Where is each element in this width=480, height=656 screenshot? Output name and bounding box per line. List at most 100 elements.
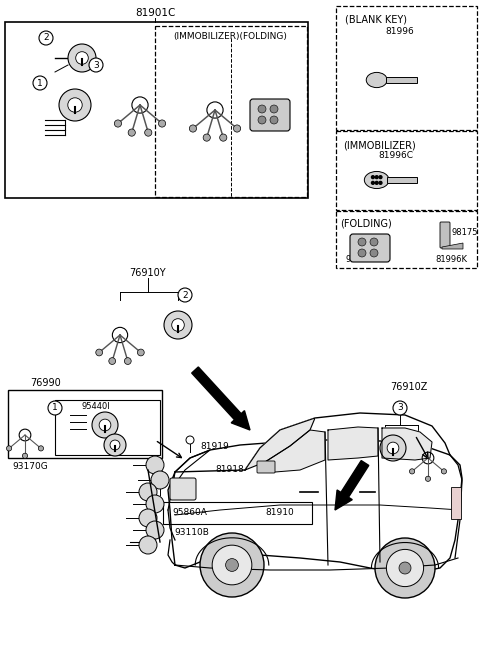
FancyBboxPatch shape <box>350 234 390 262</box>
Circle shape <box>233 125 240 132</box>
Polygon shape <box>245 418 315 470</box>
Text: 81996C: 81996C <box>379 151 413 160</box>
Circle shape <box>139 536 157 554</box>
Circle shape <box>6 446 12 451</box>
Text: 2: 2 <box>182 291 188 300</box>
Circle shape <box>109 358 116 365</box>
Circle shape <box>186 436 194 444</box>
Circle shape <box>158 120 166 127</box>
Text: 3: 3 <box>397 403 403 413</box>
Circle shape <box>114 120 121 127</box>
Circle shape <box>220 134 227 141</box>
Circle shape <box>380 435 406 461</box>
Polygon shape <box>328 427 378 460</box>
FancyBboxPatch shape <box>451 487 461 519</box>
Circle shape <box>104 434 126 456</box>
Circle shape <box>172 319 184 331</box>
Circle shape <box>128 129 135 136</box>
Circle shape <box>372 176 374 178</box>
Circle shape <box>386 550 424 586</box>
Text: (IMMOBILIZER): (IMMOBILIZER) <box>343 140 416 150</box>
Circle shape <box>178 288 192 302</box>
Bar <box>55 400 160 455</box>
Circle shape <box>96 349 103 356</box>
Polygon shape <box>387 177 417 183</box>
Polygon shape <box>192 367 250 430</box>
Circle shape <box>258 105 266 113</box>
Circle shape <box>146 495 164 513</box>
Text: 76910Y: 76910Y <box>130 268 166 278</box>
Text: 1: 1 <box>52 403 58 413</box>
Circle shape <box>139 509 157 527</box>
Circle shape <box>425 476 431 482</box>
Ellipse shape <box>364 171 389 188</box>
Text: 98175: 98175 <box>452 228 479 237</box>
FancyBboxPatch shape <box>170 478 196 500</box>
Circle shape <box>139 483 157 501</box>
Circle shape <box>379 176 382 178</box>
Circle shape <box>399 562 411 574</box>
Circle shape <box>48 401 62 415</box>
Bar <box>163 502 312 524</box>
Circle shape <box>441 469 446 474</box>
Bar <box>336 131 477 210</box>
Polygon shape <box>386 77 417 83</box>
Text: 95760: 95760 <box>345 255 372 264</box>
Circle shape <box>203 134 210 141</box>
Polygon shape <box>265 430 325 472</box>
Text: (BLANK KEY): (BLANK KEY) <box>345 15 407 25</box>
Circle shape <box>146 521 164 539</box>
Bar <box>336 211 477 268</box>
Circle shape <box>379 182 382 184</box>
Text: 81996: 81996 <box>385 27 414 36</box>
Circle shape <box>124 358 131 365</box>
Circle shape <box>92 412 118 438</box>
Text: 81910: 81910 <box>265 508 294 517</box>
Circle shape <box>68 98 82 112</box>
Bar <box>5 22 308 198</box>
Circle shape <box>39 31 53 45</box>
FancyBboxPatch shape <box>440 222 450 248</box>
Text: (FOLDING): (FOLDING) <box>340 219 392 229</box>
Bar <box>155 26 307 197</box>
Circle shape <box>358 238 366 246</box>
Circle shape <box>270 116 278 124</box>
Text: 76910Z: 76910Z <box>390 382 427 392</box>
Circle shape <box>76 52 88 64</box>
Circle shape <box>137 349 144 356</box>
Polygon shape <box>382 428 432 460</box>
Circle shape <box>110 440 120 450</box>
Text: 93110B: 93110B <box>174 528 209 537</box>
Circle shape <box>393 401 407 415</box>
FancyBboxPatch shape <box>257 461 275 473</box>
Text: 76990: 76990 <box>30 378 61 388</box>
Circle shape <box>358 249 366 257</box>
Text: 1: 1 <box>37 79 43 87</box>
Text: (IMMOBILIZER)(FOLDING): (IMMOBILIZER)(FOLDING) <box>173 32 287 41</box>
Text: 81919: 81919 <box>200 442 229 451</box>
Text: 95860A: 95860A <box>172 508 207 517</box>
Circle shape <box>23 453 28 459</box>
Text: 81901C: 81901C <box>135 8 175 18</box>
Circle shape <box>409 469 415 474</box>
Circle shape <box>226 559 239 571</box>
Circle shape <box>375 538 435 598</box>
Circle shape <box>68 44 96 72</box>
Circle shape <box>144 129 152 136</box>
Circle shape <box>270 105 278 113</box>
Text: 2: 2 <box>43 33 49 43</box>
Circle shape <box>370 249 378 257</box>
Circle shape <box>59 89 91 121</box>
Circle shape <box>200 533 264 597</box>
Polygon shape <box>168 440 462 572</box>
Bar <box>336 6 477 130</box>
Circle shape <box>212 545 252 585</box>
FancyBboxPatch shape <box>250 99 290 131</box>
Circle shape <box>38 446 44 451</box>
Circle shape <box>151 471 169 489</box>
Circle shape <box>189 125 196 132</box>
Circle shape <box>372 182 374 184</box>
Text: 81996K: 81996K <box>435 255 467 264</box>
Text: 3: 3 <box>93 60 99 70</box>
Circle shape <box>146 456 164 474</box>
